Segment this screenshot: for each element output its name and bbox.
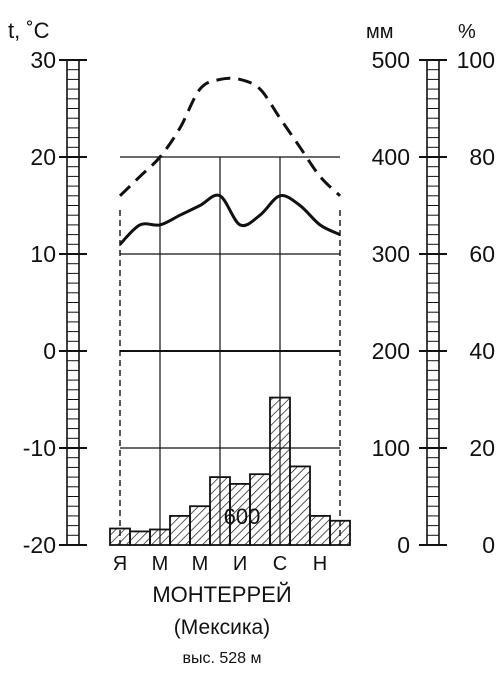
humidity-tick-label: 20 bbox=[469, 435, 495, 461]
humidity-tick-label: 40 bbox=[469, 338, 495, 364]
humidity-tick-label: 0 bbox=[482, 532, 495, 558]
temperature-tick-label: 20 bbox=[30, 144, 56, 170]
temperature-tick-label: 30 bbox=[30, 47, 56, 73]
month-label: Я bbox=[113, 553, 127, 575]
humidity-tick-label: 80 bbox=[469, 144, 495, 170]
precipitation-tick-label: 200 bbox=[372, 338, 410, 364]
precipitation-bar bbox=[309, 515, 331, 546]
precipitation-bar bbox=[329, 519, 351, 546]
month-label: Н bbox=[313, 553, 327, 575]
month-label: М bbox=[152, 553, 169, 575]
max-temperature-line bbox=[118, 76, 342, 197]
precipitation-axis-label: мм bbox=[366, 21, 394, 43]
precipitation-tick-label: 100 bbox=[372, 435, 410, 461]
temperature-axis-label: t, ˚C bbox=[8, 18, 50, 43]
precipitation-bar bbox=[129, 530, 151, 546]
precipitation-tick-label: 400 bbox=[372, 144, 410, 170]
temperature-tick-label: 10 bbox=[30, 241, 56, 267]
precipitation-bar bbox=[169, 515, 191, 546]
chart-subtitle: (Мексика) bbox=[174, 616, 270, 639]
precipitation-tick-label: 500 bbox=[372, 47, 410, 73]
precipitation-tick-label: 0 bbox=[397, 532, 410, 558]
temperature-tick-label: -10 bbox=[23, 435, 56, 461]
temperature-tick-label: -20 bbox=[23, 532, 56, 558]
precipitation-bar bbox=[269, 396, 291, 546]
month-label: И bbox=[233, 553, 247, 575]
precipitation-bar bbox=[189, 505, 211, 546]
station-elevation: выс. 528 м bbox=[182, 650, 261, 667]
temperature-tick-label: 0 bbox=[43, 338, 56, 364]
mean-temperature-line bbox=[118, 193, 341, 246]
chart-title: МОНТЕРРЕЙ bbox=[152, 582, 291, 607]
precipitation-tick-label: 300 bbox=[372, 241, 410, 267]
annual-precipitation-total: 600 bbox=[224, 504, 261, 529]
precipitation-bar bbox=[149, 528, 171, 546]
month-label: М bbox=[192, 553, 209, 575]
precipitation-bar bbox=[289, 465, 311, 546]
humidity-axis-label: % bbox=[458, 21, 476, 43]
precipitation-bar bbox=[109, 527, 131, 546]
humidity-tick-label: 60 bbox=[469, 241, 495, 267]
month-label: С bbox=[273, 553, 287, 575]
humidity-tick-label: 100 bbox=[457, 47, 495, 73]
